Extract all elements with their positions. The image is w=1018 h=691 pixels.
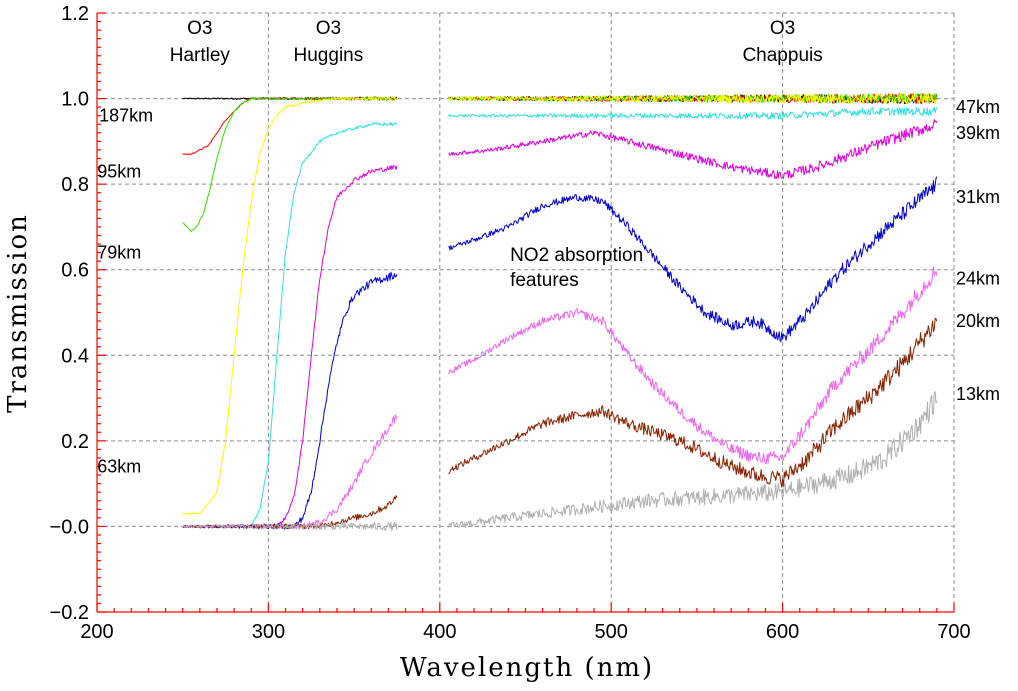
altitude-label: 24km — [956, 268, 1000, 288]
altitude-label: 47km — [956, 97, 1000, 117]
altitude-label: 187km — [99, 106, 153, 126]
x-tick-label: 600 — [766, 621, 799, 643]
x-tick-label: 400 — [423, 621, 456, 643]
series-4 — [182, 92, 937, 515]
series-8 — [182, 266, 938, 530]
series-visible-line — [447, 106, 938, 120]
series-uv-line — [182, 495, 398, 530]
altitude-label: 31km — [956, 187, 1000, 207]
series-2 — [182, 93, 938, 156]
series-uv-line — [182, 414, 398, 530]
no2-annotation: NO2 absorption features — [510, 245, 643, 291]
band-label: O3 Chappuis — [742, 18, 822, 66]
series-visible-line — [448, 266, 938, 465]
series-visible-line — [448, 119, 938, 180]
x-tick-label: 200 — [80, 621, 113, 643]
band-label-line1: O3 — [770, 18, 795, 39]
series-uv-line — [182, 122, 398, 528]
annotation-line2: features — [510, 270, 579, 291]
altitude-label: 63km — [97, 457, 141, 477]
altitude-label: 95km — [97, 161, 141, 181]
series-10 — [182, 391, 938, 532]
series-visible-line — [447, 391, 938, 529]
grid-lines — [97, 12, 955, 612]
series-layer — [182, 92, 938, 532]
series-uv-line — [182, 271, 398, 530]
y-tick-label: −0.0 — [50, 516, 89, 538]
x-tick-label: 300 — [252, 621, 285, 643]
altitude-label: 79km — [97, 243, 141, 263]
y-tick-label: −0.2 — [50, 602, 89, 624]
series-visible-line — [448, 317, 938, 488]
band-label: O3 Hartley — [170, 18, 231, 66]
y-tick-label: 0.4 — [61, 345, 89, 367]
series-visible-line — [447, 92, 937, 105]
x-tick-label: 700 — [937, 621, 970, 643]
series-uv-line — [182, 96, 398, 515]
series-visible-line — [448, 176, 938, 343]
y-tick-label: 0.2 — [61, 431, 89, 453]
band-label-line1: O3 — [316, 18, 341, 39]
band-label-line2: Chappuis — [742, 45, 822, 66]
tick-labels: 200 300 400 500 600 700 −0.2 −0.0 0.2 0.4 0.6 0.8 1.… — [50, 3, 971, 643]
y-tick-label: 0.8 — [61, 174, 89, 196]
band-label: O3 Huggins — [294, 18, 364, 66]
series-9 — [182, 317, 938, 530]
annotations: O3 Hartley O3 Huggins O3 Chappuis NO2 absorpti… — [97, 18, 1000, 477]
band-label-line2: Huggins — [294, 45, 364, 66]
y-axis-title: Transmission — [3, 213, 33, 413]
series-7 — [182, 176, 938, 530]
x-tick-label: 500 — [595, 621, 628, 643]
y-tick-label: 1.2 — [61, 3, 89, 25]
altitude-label: 39km — [956, 123, 1000, 143]
series-uv-line — [182, 521, 398, 532]
axes — [96, 12, 955, 613]
band-label-line1: O3 — [187, 18, 212, 39]
band-label-line2: Hartley — [170, 45, 231, 66]
series-5 — [182, 106, 938, 528]
y-tick-label: 1.0 — [61, 89, 89, 111]
series-6 — [182, 119, 938, 529]
x-axis-title: Wavelength (nm) — [400, 653, 654, 683]
altitude-label: 20km — [956, 311, 1000, 331]
series-uv-line — [182, 96, 398, 232]
altitude-label: 13km — [956, 384, 1000, 404]
annotation-line1: NO2 absorption — [510, 245, 643, 266]
y-tick-label: 0.6 — [61, 260, 89, 282]
